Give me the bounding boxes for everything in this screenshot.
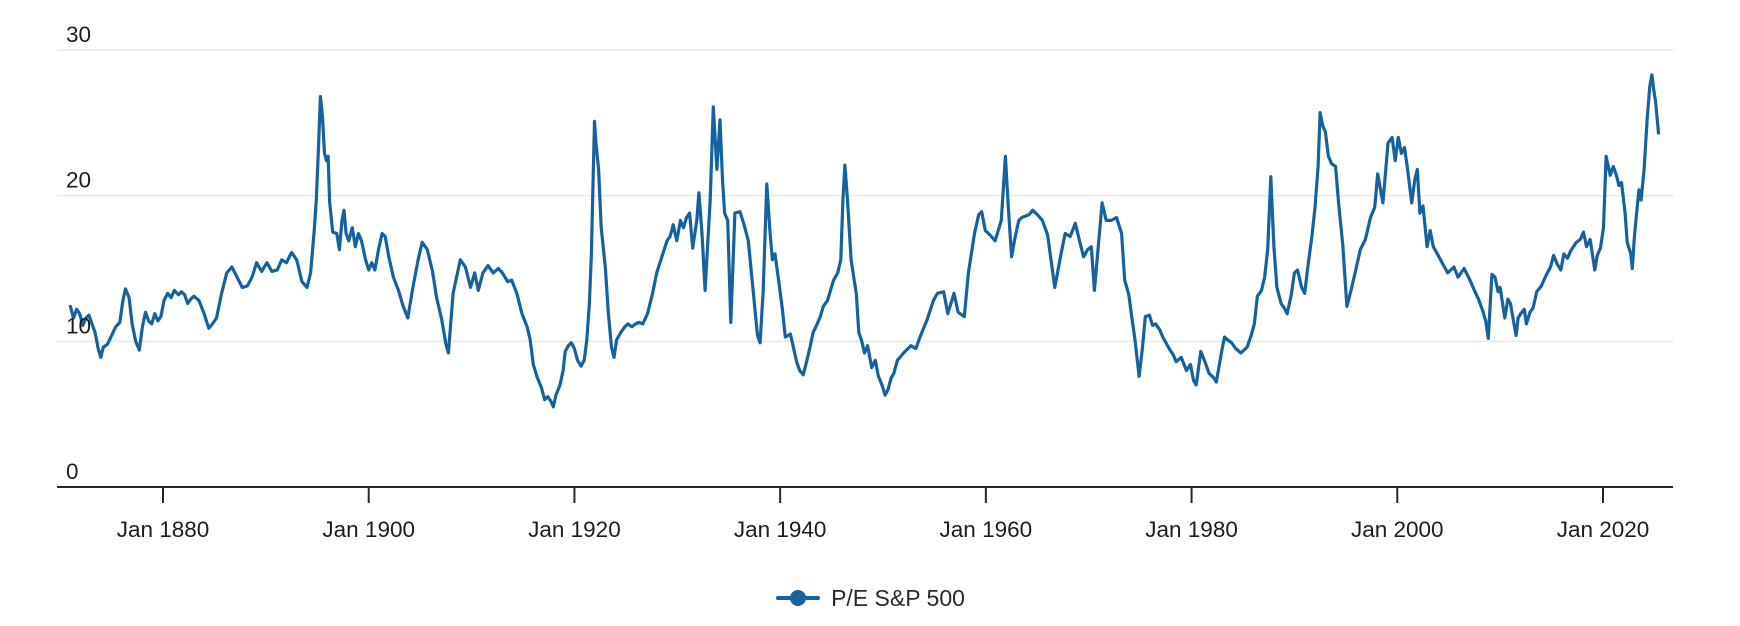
y-axis-label: 10 bbox=[66, 313, 91, 338]
y-axis-label: 0 bbox=[66, 459, 79, 484]
x-axis-label: Jan 1960 bbox=[940, 517, 1033, 542]
x-axis-label: Jan 1900 bbox=[322, 517, 415, 542]
x-axis-label: Jan 2020 bbox=[1557, 517, 1650, 542]
chart-legend: P/E S&P 500 bbox=[0, 583, 1740, 613]
x-axis-label: Jan 2000 bbox=[1351, 517, 1444, 542]
x-axis-label: Jan 1980 bbox=[1145, 517, 1238, 542]
y-axis-label: 30 bbox=[66, 22, 91, 47]
x-axis-label: Jan 1920 bbox=[528, 517, 621, 542]
legend-line-dot-icon bbox=[776, 590, 821, 606]
x-axis-label: Jan 1940 bbox=[734, 517, 827, 542]
x-axis-label: Jan 1880 bbox=[117, 517, 210, 542]
series-line bbox=[68, 73, 1661, 409]
y-axis-label: 20 bbox=[66, 168, 91, 193]
legend-series-label: P/E S&P 500 bbox=[831, 585, 965, 611]
